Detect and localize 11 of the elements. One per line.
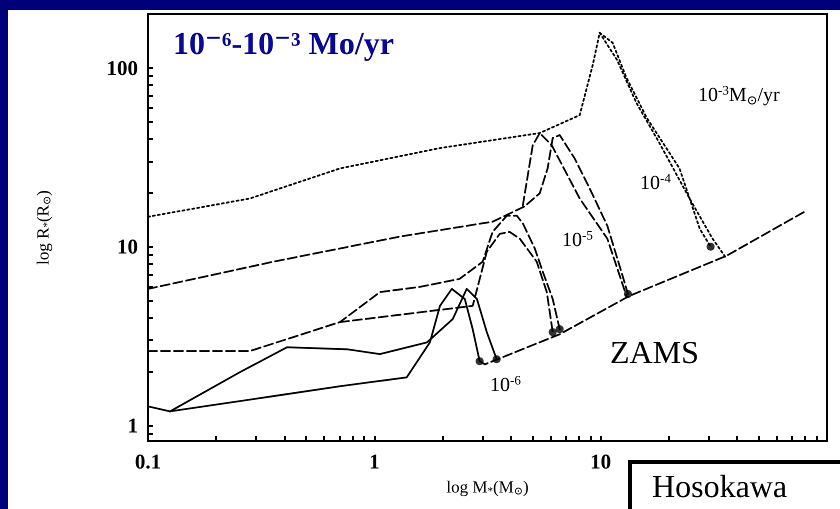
y-tick-label: 1 bbox=[128, 414, 138, 438]
y-tick-label: 100 bbox=[106, 56, 138, 80]
x-tick-label: 10 bbox=[590, 450, 612, 474]
annotation: ZAMS bbox=[610, 334, 699, 370]
x-tick-label: 1 bbox=[369, 450, 380, 474]
x-tick-label: 0.1 bbox=[134, 450, 162, 474]
chart-title: 10⁻⁶-10⁻³ Mo/yr bbox=[173, 25, 394, 61]
text: Hosokawa bbox=[652, 468, 788, 504]
y-axis-title: log R*(R⊙) bbox=[34, 190, 54, 265]
x-axis-title: log M*(M⊙) bbox=[446, 478, 529, 498]
y-tick-label: 10 bbox=[117, 234, 138, 259]
